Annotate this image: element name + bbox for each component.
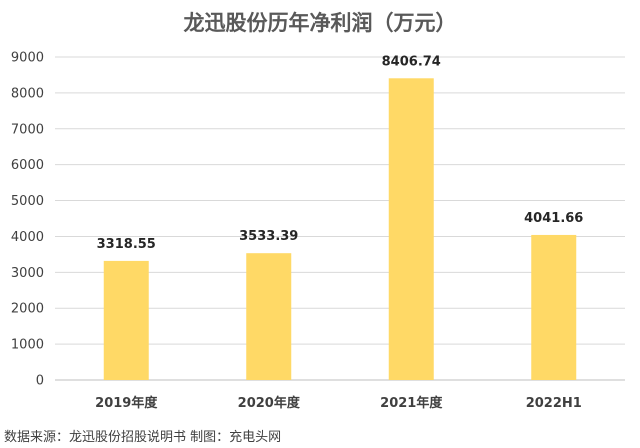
- bar: [246, 253, 292, 380]
- y-tick-label: 4000: [11, 230, 44, 245]
- gridlines: [55, 56, 625, 381]
- y-tick-label: 9000: [11, 51, 44, 66]
- bar: [388, 78, 434, 380]
- data-labels: 3318.55 3533.39 8406.74 4041.66: [97, 54, 584, 252]
- y-tick-label: 0: [36, 374, 44, 389]
- source-note: 数据来源：龙迅股份招股说明书 制图：充电头网: [4, 429, 281, 445]
- category-label: 2020年度: [238, 395, 301, 411]
- data-label: 3533.39: [239, 229, 298, 244]
- bar: [103, 260, 149, 380]
- data-label: 3318.55: [97, 237, 156, 252]
- data-label: 4041.66: [524, 211, 583, 226]
- data-label: 8406.74: [382, 54, 441, 69]
- y-tick-label: 5000: [11, 194, 44, 209]
- category-label: 2022H1: [526, 396, 582, 411]
- bars: [103, 78, 577, 380]
- y-axis-ticks: 0 1000 2000 3000 4000 5000 6000 7000 8000 9000: [11, 51, 44, 389]
- y-tick-label: 8000: [11, 86, 44, 101]
- y-tick-label: 6000: [11, 158, 44, 173]
- y-tick-label: 3000: [11, 266, 44, 281]
- y-tick-label: 1000: [11, 338, 44, 353]
- bar: [531, 234, 577, 380]
- category-label: 2021年度: [380, 395, 443, 411]
- category-label: 2019年度: [95, 395, 158, 411]
- x-axis-categories: 2019年度 2020年度 2021年度 2022H1: [95, 395, 582, 411]
- y-tick-label: 2000: [11, 302, 44, 317]
- chart-title: 龙迅股份历年净利润（万元）: [184, 10, 457, 35]
- y-tick-label: 7000: [11, 122, 44, 137]
